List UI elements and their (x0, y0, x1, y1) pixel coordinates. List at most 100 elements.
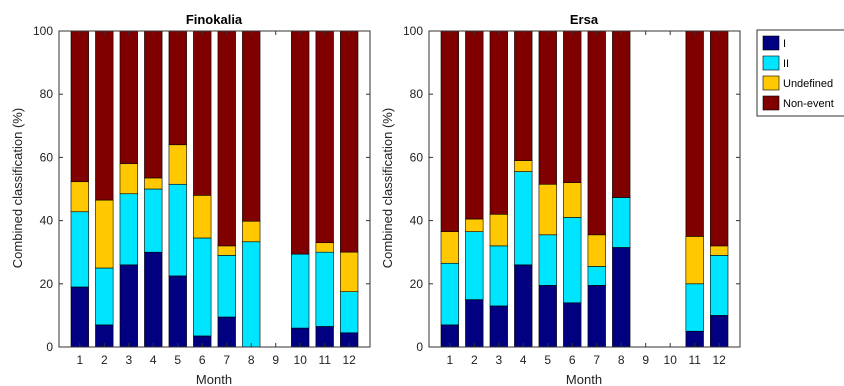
bar-segment-ii-month-4 (144, 188, 163, 253)
chart-ersa: Ersa Combined classification (%) Month 0… (380, 12, 741, 386)
x-tick-label: 12 (343, 353, 357, 367)
chart-title: Ersa (570, 12, 599, 27)
x-tick-label: 3 (495, 353, 502, 367)
bar-segment-undefined-month-2 (465, 218, 484, 232)
x-tick-label: 6 (569, 353, 576, 367)
bar-segment-undefined-month-6 (193, 195, 212, 239)
bar-segment-ii-month-1 (70, 211, 89, 288)
bar-segment-non-event-month-2 (95, 30, 114, 201)
y-axis-label: Combined classification (%) (10, 108, 25, 268)
x-tick-label: 8 (618, 353, 625, 367)
legend-label-ii: II (783, 58, 789, 70)
bar-segment-ii-month-6 (193, 237, 212, 337)
bar-segment-ii-month-12 (710, 255, 729, 316)
bar-segment-ii-month-2 (95, 267, 114, 326)
bar-segment-undefined-month-5 (168, 144, 187, 185)
bar-segment-i-month-3 (489, 305, 508, 348)
bar-segment-ii-month-7 (217, 255, 236, 318)
bar-segment-undefined-month-2 (95, 199, 114, 269)
bar-segment-i-month-1 (70, 286, 89, 348)
bar-segment-i-month-3 (119, 264, 138, 348)
x-tick-label: 9 (642, 353, 649, 367)
chart-finokalia: Finokalia Combined classification (%) Mo… (10, 12, 371, 386)
legend-label-non-event: Non-event (783, 98, 834, 110)
x-tick-label: 3 (125, 353, 132, 367)
bar-segment-non-event-month-11 (315, 30, 334, 244)
y-tick-label: 20 (410, 277, 424, 291)
bar-segment-i-month-2 (465, 299, 484, 348)
bar-segment-ii-month-5 (168, 183, 187, 277)
bar-segment-ii-month-11 (685, 283, 704, 332)
x-tick-label: 7 (223, 353, 230, 367)
legend-label-i: I (783, 38, 786, 50)
y-tick-label: 0 (416, 340, 423, 354)
bar-segment-undefined-month-4 (514, 160, 533, 172)
bar-segment-undefined-month-11 (315, 242, 334, 253)
bar-segment-ii-month-10 (291, 253, 310, 329)
y-tick-label: 80 (410, 87, 424, 101)
y-tick-label: 0 (46, 340, 53, 354)
bar-segment-ii-month-11 (315, 251, 334, 327)
bar-segment-i-month-7 (217, 316, 236, 348)
bar-segment-i-month-4 (144, 251, 163, 348)
x-tick-label: 10 (294, 353, 308, 367)
bar-segment-undefined-month-3 (489, 213, 508, 247)
x-tick-label: 10 (664, 353, 678, 367)
legend-swatch-undefined (762, 75, 780, 91)
x-tick-label: 8 (248, 353, 255, 367)
x-axis-label: Month (196, 372, 232, 386)
x-axis-label: Month (566, 372, 602, 386)
bar-segment-undefined-month-11 (685, 236, 704, 285)
bar-segment-ii-month-6 (563, 217, 582, 304)
y-tick-label: 60 (410, 150, 424, 164)
bar-segment-ii-month-4 (514, 171, 533, 266)
bar-segment-non-event-month-7 (587, 30, 606, 236)
y-tick-label: 40 (40, 214, 54, 228)
legend-swatch-i (762, 35, 780, 51)
legend-label-undefined: Undefined (783, 78, 833, 90)
bar-segment-i-month-5 (538, 285, 557, 348)
legend-swatch-non-event (762, 95, 780, 111)
x-tick-label: 2 (101, 353, 108, 367)
bar-segment-non-event-month-1 (70, 30, 89, 183)
bar-segment-non-event-month-4 (144, 30, 163, 179)
y-tick-label: 60 (40, 150, 54, 164)
plot-frame (58, 30, 371, 348)
bar-segment-undefined-month-12 (340, 251, 359, 292)
bar-segment-undefined-month-3 (119, 163, 138, 195)
bar-segment-i-month-7 (587, 285, 606, 348)
bar-segment-non-event-month-8 (612, 30, 631, 198)
x-tick-label: 5 (174, 353, 181, 367)
bar-segment-non-event-month-3 (489, 30, 508, 215)
bar-segment-non-event-month-8 (242, 30, 261, 222)
x-tick-label: 6 (199, 353, 206, 367)
bar-segment-ii-month-3 (489, 245, 508, 307)
plot-frame (428, 30, 741, 348)
x-tick-label: 4 (150, 353, 157, 367)
bar-segment-i-month-12 (710, 315, 729, 348)
bar-segment-non-event-month-3 (119, 30, 138, 165)
bar-segment-i-month-8 (612, 247, 631, 348)
bar-segment-undefined-month-7 (587, 234, 606, 267)
bar-segment-non-event-month-11 (685, 30, 704, 237)
bar-segment-non-event-month-2 (465, 30, 484, 220)
bar-segment-undefined-month-8 (242, 220, 261, 243)
bar-segment-non-event-month-4 (514, 30, 533, 161)
bar-segment-ii-month-1 (440, 262, 459, 326)
x-tick-label: 7 (593, 353, 600, 367)
x-tick-label: 4 (520, 353, 527, 367)
y-tick-label: 40 (410, 214, 424, 228)
y-tick-label: 100 (403, 24, 423, 38)
x-tick-label: 5 (544, 353, 551, 367)
bar-segment-non-event-month-12 (710, 30, 729, 247)
x-tick-label: 12 (713, 353, 727, 367)
bar-segment-non-event-month-1 (440, 30, 459, 232)
y-tick-label: 100 (33, 24, 53, 38)
bar-segment-undefined-month-5 (538, 183, 557, 236)
bar-segment-ii-month-3 (119, 193, 138, 266)
bar-segment-ii-month-2 (465, 231, 484, 300)
chart-title: Finokalia (186, 12, 243, 27)
bar-segment-undefined-month-1 (440, 231, 459, 264)
bar-segment-non-event-month-5 (168, 30, 187, 146)
bar-segment-undefined-month-7 (217, 245, 236, 256)
